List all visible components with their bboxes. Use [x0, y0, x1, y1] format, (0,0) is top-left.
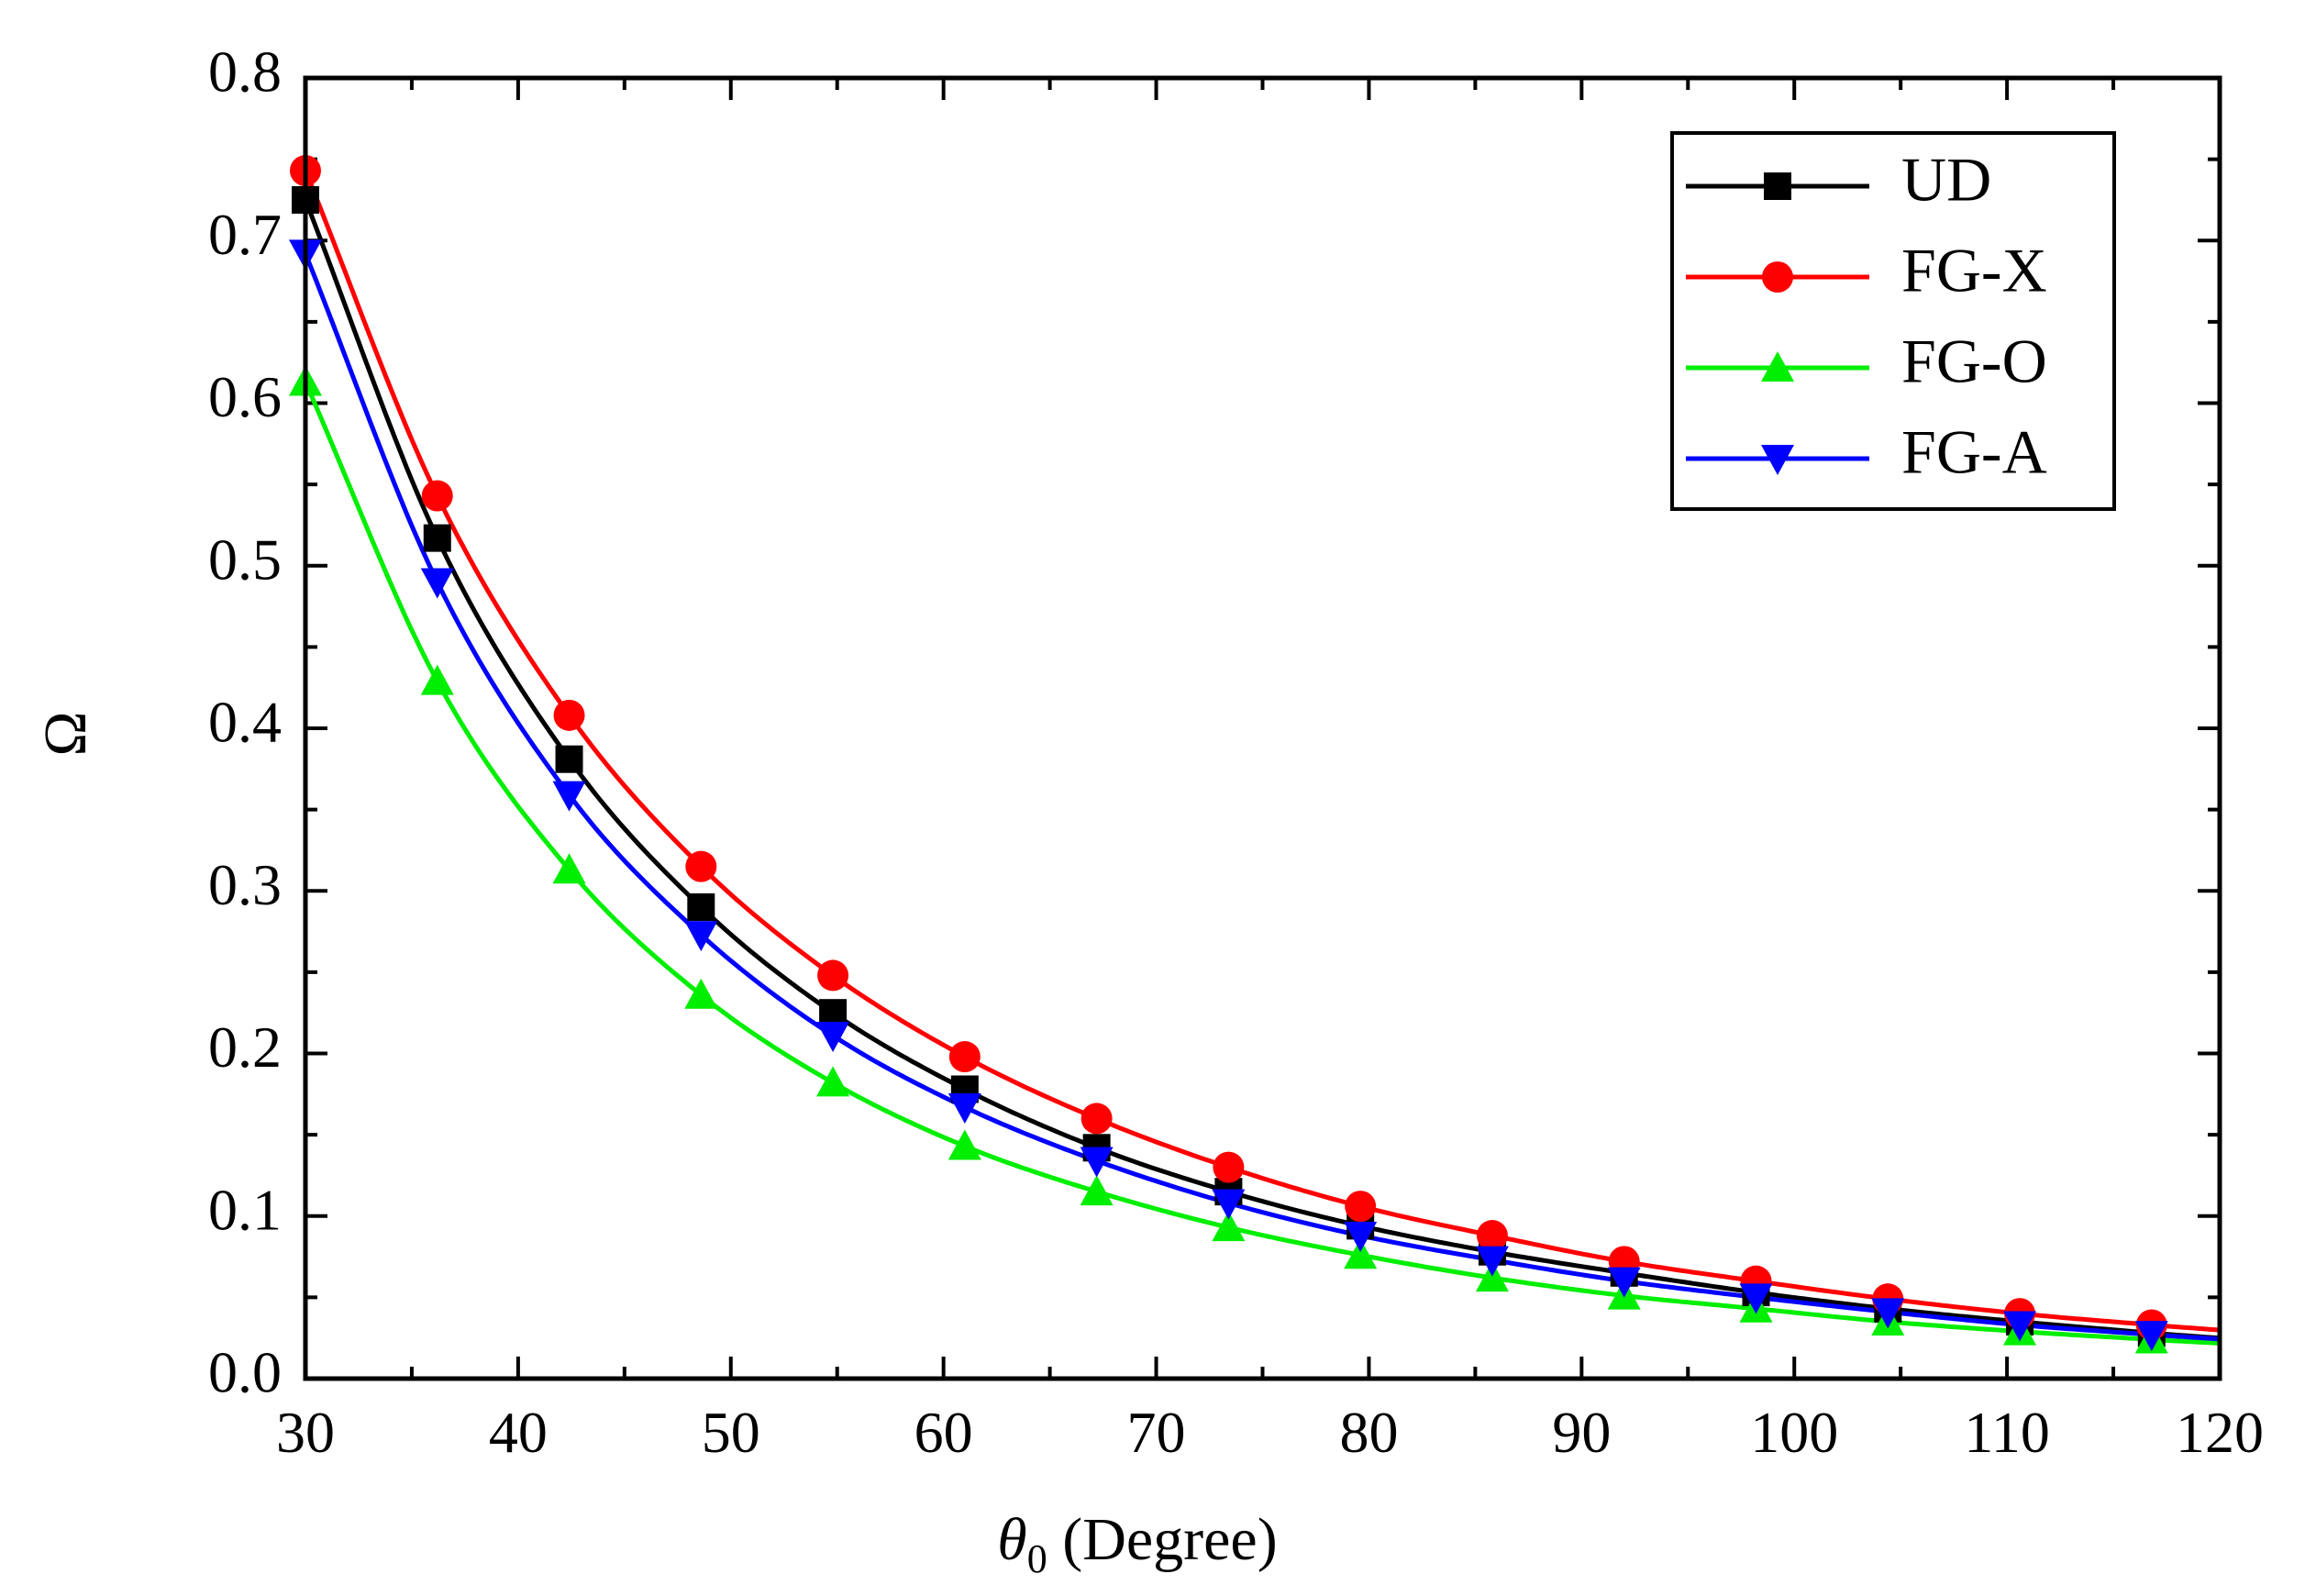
x-tick-label: 120: [2176, 1400, 2264, 1465]
x-tick-label: 90: [1552, 1400, 1611, 1465]
data-point-ud: [687, 892, 715, 921]
y-tick-label: 0.4: [208, 690, 282, 755]
x-axis-title-symbol: θ: [997, 1506, 1026, 1573]
data-point-fg-o: [1212, 1211, 1246, 1242]
y-tick-label: 0.6: [208, 364, 282, 429]
x-tick-label: 100: [1750, 1400, 1838, 1465]
x-tick-label: 110: [1964, 1400, 2050, 1465]
data-point-fg-a: [1739, 1283, 1773, 1314]
data-point-fg-a: [1212, 1189, 1246, 1220]
y-tick-label: 0.2: [208, 1014, 282, 1080]
data-point-fg-a: [2134, 1321, 2168, 1352]
y-tick-label: 0.8: [208, 39, 282, 105]
x-tick-label: 80: [1339, 1400, 1398, 1465]
plot-frame: [303, 75, 2222, 1381]
data-point-fg-o: [1080, 1175, 1114, 1206]
x-tick-label: 30: [276, 1400, 335, 1465]
data-point-fg-a: [1344, 1222, 1378, 1253]
x-axis-title: θ0 (Degree): [997, 1506, 1277, 1581]
data-point-fg-x: [1476, 1220, 1508, 1252]
x-axis-title-rest: (Degree): [1047, 1506, 1278, 1573]
legend-label-fg-x: FG-X: [1901, 236, 2047, 305]
legend: UD FG-X FG-O FG-A: [1670, 131, 2116, 511]
legend-marker-ud: [1764, 172, 1791, 200]
data-point-fg-a: [947, 1092, 981, 1124]
legend-box: [1670, 131, 2116, 511]
data-point-ud: [423, 524, 451, 552]
data-point-fg-a: [816, 1022, 850, 1053]
data-point-fg-a: [1607, 1267, 1641, 1298]
data-point-fg-o: [420, 664, 454, 695]
legend-marker-fg-x: [1762, 261, 1793, 293]
y-tick-label: 0.7: [208, 202, 282, 267]
x-tick-label: 50: [702, 1400, 760, 1465]
data-point-fg-a: [2003, 1311, 2037, 1342]
data-point-fg-o: [552, 853, 586, 884]
data-point-fg-a: [1080, 1147, 1114, 1178]
legend-marker-fg-o: [1761, 351, 1794, 382]
data-point-fg-x: [421, 480, 453, 512]
data-point-fg-o: [947, 1129, 981, 1160]
y-axis-title: Ω: [32, 711, 99, 756]
data-point-fg-x: [685, 850, 717, 882]
data-point-fg-o: [1344, 1238, 1378, 1269]
y-tick-label: 0.5: [208, 526, 282, 592]
data-point-fg-x: [553, 699, 585, 731]
x-tick-label: 40: [489, 1400, 548, 1465]
data-point-fg-a: [420, 568, 454, 599]
x-tick-label: 60: [914, 1400, 973, 1465]
y-tick-label: 0.0: [208, 1340, 282, 1405]
data-point-fg-a: [1475, 1246, 1509, 1277]
data-point-fg-x: [1345, 1191, 1377, 1223]
x-axis-title-subscript: 0: [1027, 1536, 1047, 1581]
y-tick-label: 0.3: [208, 852, 282, 917]
data-point-ud: [555, 745, 583, 773]
ticks-layer: 30 40 50 60 70 80 90 100 110 120 0.0 0.1 0.2 0.3 0.4 0.…: [208, 39, 2264, 1465]
data-point-fg-x: [948, 1041, 981, 1073]
x-tick-label: 70: [1127, 1400, 1186, 1465]
series-line-fg-o: [303, 381, 2221, 1346]
legend-label-fg-o: FG-O: [1901, 327, 2047, 396]
data-point-fg-x: [1080, 1103, 1113, 1135]
data-point-fg-o: [816, 1066, 850, 1097]
markers-layer: [289, 155, 2168, 1354]
data-point-fg-a: [684, 921, 718, 952]
legend-marker-fg-a: [1761, 445, 1794, 475]
legend-label-fg-a: FG-A: [1901, 417, 2047, 487]
data-point-fg-x: [817, 959, 849, 992]
data-point-fg-a: [1871, 1298, 1905, 1329]
data-point-fg-o: [684, 978, 718, 1009]
legend-label-ud: UD: [1901, 145, 1991, 215]
data-point-fg-a: [552, 781, 586, 812]
data-point-fg-x: [1213, 1151, 1245, 1183]
y-tick-label: 0.1: [208, 1177, 282, 1242]
